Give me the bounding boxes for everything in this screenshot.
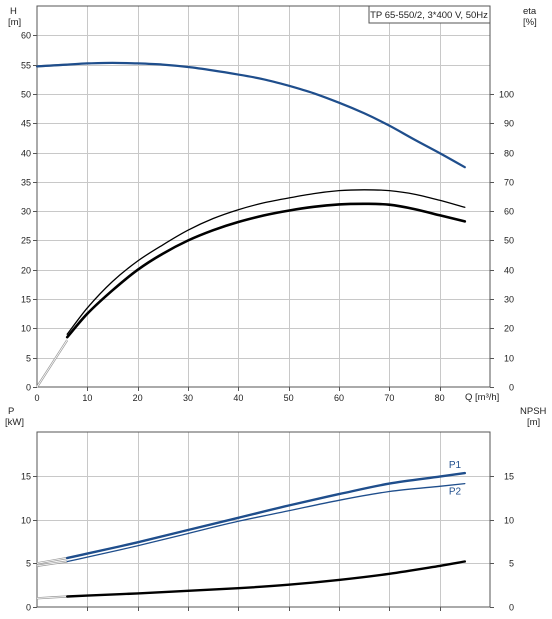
top-left-tick-label: 40 xyxy=(21,149,31,159)
top-right-tick-label: 50 xyxy=(504,236,514,246)
top-x-tick-label: 80 xyxy=(435,393,445,403)
top-grid xyxy=(37,6,490,387)
bottom-left-tick-label: 5 xyxy=(26,559,31,569)
series-label-p1: P1 xyxy=(449,460,462,471)
top-left-tick-label: 20 xyxy=(21,266,31,276)
bottom-series-2-line xyxy=(66,560,466,598)
top-series-0-line xyxy=(35,61,466,169)
bottom-left-tick-label: 15 xyxy=(21,472,31,482)
top-right-tick-label: 40 xyxy=(504,266,514,276)
top-right-tick-label: 20 xyxy=(504,324,514,334)
top-ticks: 0 5 10 15 20 25 30 35 40 45 50 55 60 0 10 20 30 40 50 60 70 8… xyxy=(21,31,514,404)
top-left-tick-label: 55 xyxy=(21,61,31,71)
power-axis-unit: [kW] xyxy=(5,417,24,428)
top-right-tick-label: 10 xyxy=(504,354,514,364)
npsh-axis-unit: [m] xyxy=(527,417,540,428)
chart-title: TP 65-550/2, 3*400 V, 50Hz xyxy=(370,10,488,21)
top-right-tick-label: 90 xyxy=(504,119,514,129)
bottom-right-tick-label: 15 xyxy=(504,472,514,482)
bottom-right-tick-label: 10 xyxy=(504,516,514,526)
bottom-right-tick-label: 0 xyxy=(509,603,514,613)
top-left-tick-label: 5 xyxy=(26,354,31,364)
npsh-axis-label: NPSH xyxy=(520,406,547,417)
top-right-tick-label: 0 xyxy=(509,383,514,393)
top-left-tick-label: 45 xyxy=(21,119,31,129)
top-series xyxy=(35,61,467,388)
top-right-tick-label: 30 xyxy=(504,295,514,305)
bottom-plot-frame xyxy=(36,431,491,608)
eta-axis-unit: [%] xyxy=(523,17,537,28)
top-extension-line xyxy=(36,339,68,388)
bottom-extension-line xyxy=(36,557,68,564)
bottom-extension-line xyxy=(36,561,68,567)
power-axis-label: P xyxy=(8,406,14,417)
series-label-p2: P2 xyxy=(449,487,462,498)
bottom-grid xyxy=(37,432,490,607)
top-series-1-line xyxy=(65,202,467,339)
top-x-tick-label: 30 xyxy=(183,393,193,403)
top-right-tick-label: 60 xyxy=(504,207,514,217)
top-x-tick-label: 10 xyxy=(82,393,92,403)
top-left-tick-label: 35 xyxy=(21,178,31,188)
flow-axis-label: Q [m³/h] xyxy=(465,392,499,403)
bottom-series-p1-line xyxy=(66,471,466,560)
top-plot-frame xyxy=(36,5,491,388)
title-box xyxy=(368,5,491,24)
top-x-tick-label: 50 xyxy=(284,393,294,403)
top-left-tick-label: 50 xyxy=(21,90,31,100)
top-series-2-line xyxy=(66,189,466,335)
top-x-tick-label: 0 xyxy=(34,393,39,403)
top-right-tick-label: 70 xyxy=(504,178,514,188)
top-right-tick-label: 100 xyxy=(499,90,514,100)
top-left-tick-label: 15 xyxy=(21,295,31,305)
top-x-tick-label: 60 xyxy=(334,393,344,403)
bottom-right-tick-label: 5 xyxy=(509,559,514,569)
bottom-series: P1 P2 xyxy=(36,460,466,600)
eta-axis-label: eta xyxy=(523,6,537,17)
bottom-left-tick-label: 0 xyxy=(26,603,31,613)
top-x-tick-label: 20 xyxy=(133,393,143,403)
head-axis-unit: [m] xyxy=(8,17,21,28)
bottom-extension-line xyxy=(36,596,68,599)
top-x-tick-label: 70 xyxy=(384,393,394,403)
top-right-tick-label: 80 xyxy=(504,149,514,159)
top-left-tick-label: 60 xyxy=(21,31,31,41)
head-axis-label: H xyxy=(10,6,17,17)
top-left-tick-label: 0 xyxy=(26,383,31,393)
top-left-tick-label: 10 xyxy=(21,324,31,334)
top-left-tick-label: 30 xyxy=(21,207,31,217)
bottom-series-p2-line xyxy=(66,482,466,563)
top-x-tick-label: 40 xyxy=(233,393,243,403)
bottom-ticks: 0 5 10 15 0 5 10 15 xyxy=(21,472,514,613)
top-left-tick-label: 25 xyxy=(21,236,31,246)
bottom-left-tick-label: 10 xyxy=(21,516,31,526)
